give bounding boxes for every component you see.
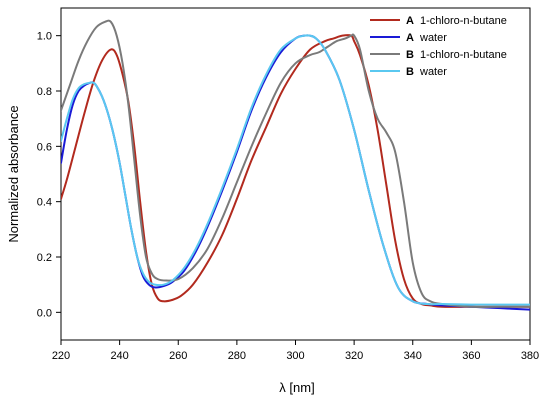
x-tick-label: 300: [286, 350, 304, 362]
axis-ticks: 220 240 260 280 300 320 340 360 380 0.0 0.2 0.4 0.6 0…: [37, 31, 539, 362]
series-line-a-water: [61, 34, 530, 311]
y-tick-label: 0.0: [37, 307, 52, 319]
legend-series-label: 1-chloro-n-butane: [420, 49, 507, 61]
legend-series-label: water: [419, 66, 447, 78]
y-axis-title: Normalized absorbance: [6, 105, 21, 242]
x-tick-label: 320: [345, 350, 363, 362]
y-tick-label: 0.4: [37, 197, 52, 209]
x-tick-label: 280: [228, 350, 246, 362]
y-tick-label: 0.2: [37, 252, 52, 264]
legend-group-label: A: [406, 32, 414, 44]
legend-series-label: water: [419, 32, 447, 44]
y-tick-label: 1.0: [37, 31, 52, 43]
x-tick-label: 260: [169, 350, 187, 362]
x-tick-label: 220: [52, 350, 70, 362]
series-line-b-water: [61, 34, 530, 306]
legend: A 1-chloro-n-butane A water B 1-chloro-n-buta…: [370, 15, 507, 78]
y-tick-label: 0.8: [37, 86, 52, 98]
x-tick-label: 380: [521, 350, 539, 362]
legend-group-label: B: [406, 49, 414, 61]
legend-group-label: B: [406, 66, 414, 78]
series-line-b-chlorobutane: [61, 19, 530, 309]
series-line-a-chlorobutane: [61, 34, 530, 308]
series-layer: [61, 19, 530, 311]
x-tick-label: 360: [462, 350, 480, 362]
legend-group-label: A: [406, 15, 414, 27]
y-tick-label: 0.6: [37, 141, 52, 153]
x-axis-title: λ [nm]: [279, 380, 314, 395]
x-tick-label: 240: [110, 350, 128, 362]
x-tick-label: 340: [404, 350, 422, 362]
legend-series-label: 1-chloro-n-butane: [420, 15, 507, 27]
